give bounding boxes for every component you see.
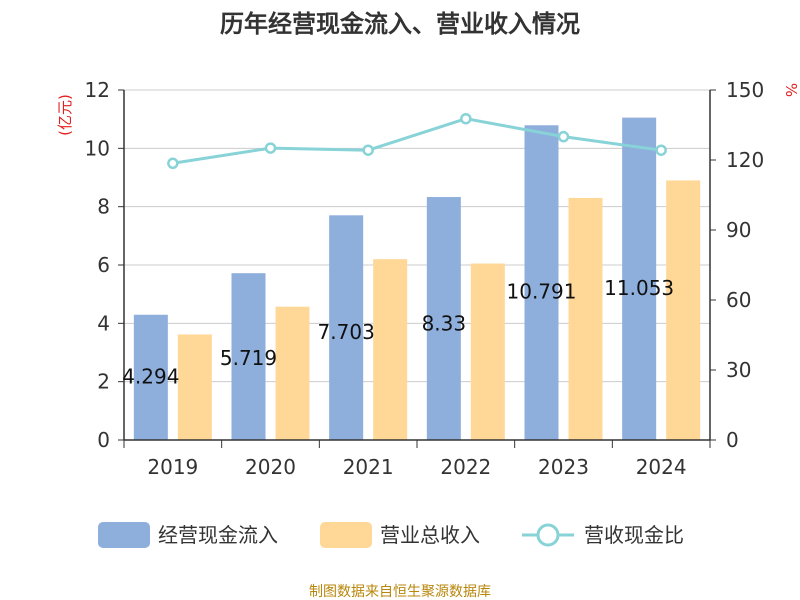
x-axis-tick-label: 2020 bbox=[245, 455, 296, 479]
x-axis-tick-label: 2021 bbox=[343, 455, 394, 479]
bar-cash-inflow[interactable] bbox=[231, 273, 266, 440]
right-axis-unit: % bbox=[782, 83, 800, 97]
data-source-note: 制图数据来自恒生聚源数据库 bbox=[309, 584, 491, 600]
legend-item-revenue[interactable]: 营业总收入 bbox=[320, 522, 480, 548]
left-axis-unit: (亿元) bbox=[56, 94, 74, 136]
legend-item-cash-inflow[interactable]: 经营现金流入 bbox=[98, 522, 278, 548]
ratio-point[interactable] bbox=[557, 130, 570, 143]
bar-cash-inflow[interactable] bbox=[622, 117, 657, 440]
bar-revenue[interactable] bbox=[666, 180, 701, 440]
bar-revenue[interactable] bbox=[470, 263, 505, 440]
legend-swatch-ratio-marker bbox=[536, 523, 560, 547]
legend: 经营现金流入 营业总收入 营收现金比 bbox=[98, 522, 684, 548]
gridlines bbox=[124, 89, 710, 383]
ratio-point[interactable] bbox=[264, 142, 277, 154]
bar-cash-inflow[interactable] bbox=[524, 125, 559, 440]
ratio-point[interactable] bbox=[655, 144, 667, 156]
data-label-cash-inflow: 8.33 bbox=[422, 312, 467, 336]
right-axis-tick-label: 30 bbox=[726, 358, 751, 382]
data-labels: 4.294 5.719 7.703 8.33 10.791 11.053 bbox=[122, 276, 674, 389]
x-axis-tick-label: 2024 bbox=[636, 455, 687, 479]
ratio-point[interactable] bbox=[460, 112, 472, 125]
right-axis-tick-label: 0 bbox=[726, 428, 739, 452]
bar-cash-inflow[interactable] bbox=[133, 314, 168, 440]
x-axis-tick-label: 2019 bbox=[147, 455, 198, 479]
ratio-point[interactable] bbox=[362, 144, 374, 156]
bar-series bbox=[133, 117, 701, 440]
right-axis-tick-label: 120 bbox=[726, 148, 764, 172]
left-axis-tick-label: 4 bbox=[97, 311, 110, 335]
data-label-cash-inflow: 10.791 bbox=[507, 279, 577, 303]
bar-cash-inflow[interactable] bbox=[426, 197, 461, 440]
line-series bbox=[167, 112, 667, 170]
legend-label-revenue: 营业总收入 bbox=[380, 523, 480, 547]
left-axis-tick-label: 0 bbox=[97, 428, 110, 452]
data-label-cash-inflow: 11.053 bbox=[604, 276, 674, 300]
bar-revenue[interactable] bbox=[275, 306, 310, 440]
legend-label-cash-inflow: 经营现金流入 bbox=[158, 523, 278, 547]
right-axis-tick-label: 60 bbox=[726, 288, 751, 312]
data-label-cash-inflow: 5.719 bbox=[220, 346, 277, 370]
x-axis-tick-label: 2022 bbox=[440, 455, 491, 479]
x-axis-tick-label: 2023 bbox=[538, 455, 589, 479]
ratio-point[interactable] bbox=[167, 157, 179, 170]
data-label-cash-inflow: 7.703 bbox=[318, 320, 375, 344]
chart-title: 历年经营现金流入、营业收入情况 bbox=[220, 10, 580, 38]
ratio-line bbox=[172, 117, 662, 165]
left-axis-tick-label: 2 bbox=[97, 370, 110, 394]
left-axis-tick-label: 6 bbox=[97, 253, 110, 277]
legend-swatch-cash-inflow bbox=[98, 522, 150, 548]
legend-swatch-revenue bbox=[320, 522, 372, 548]
left-axis-tick-label: 12 bbox=[85, 78, 110, 102]
bar-revenue[interactable] bbox=[568, 197, 603, 440]
data-label-cash-inflow: 4.294 bbox=[122, 365, 179, 389]
bar-revenue[interactable] bbox=[373, 259, 408, 440]
right-axis-tick-label: 90 bbox=[726, 218, 751, 242]
legend-label-ratio: 营收现金比 bbox=[584, 523, 684, 547]
bar-revenue[interactable] bbox=[177, 334, 212, 440]
legend-item-ratio[interactable]: 营收现金比 bbox=[522, 523, 684, 547]
right-axis-tick-label: 150 bbox=[726, 78, 764, 102]
left-axis-tick-label: 10 bbox=[85, 136, 110, 160]
bar-cash-inflow[interactable] bbox=[329, 215, 364, 440]
left-axis-tick-label: 8 bbox=[97, 195, 110, 219]
